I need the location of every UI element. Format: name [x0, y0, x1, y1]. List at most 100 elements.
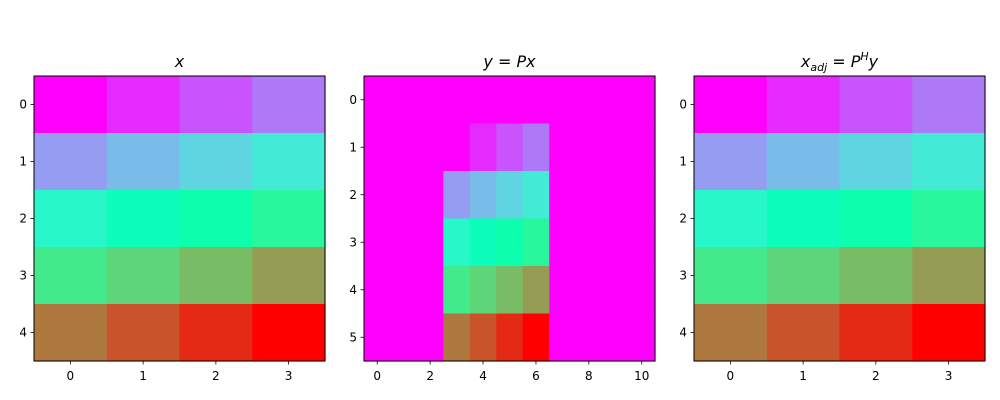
x-tick-label: 0: [373, 369, 381, 383]
heatmap-cell: [766, 190, 841, 248]
heatmap-cell: [106, 247, 181, 305]
heatmap-cell: [575, 76, 603, 125]
y-tick-label: 4: [679, 326, 687, 340]
x-tick-label: 3: [945, 369, 953, 383]
heatmap-cell: [252, 76, 326, 134]
x-tick-label: 1: [799, 369, 807, 383]
x-tick-label: 2: [426, 369, 434, 383]
heatmap-cell: [34, 304, 108, 362]
subplot-1: 0 1 2 3 0 1 2 3 4 x: [19, 52, 326, 383]
heatmap-cell: [34, 76, 108, 134]
heatmap-cell: [496, 313, 524, 362]
heatmap-cell: [364, 76, 392, 125]
heatmap-cell: [628, 76, 656, 125]
heatmap-cell: [416, 171, 444, 220]
y-tick-label: 4: [349, 283, 357, 297]
heatmap-cell: [496, 218, 524, 267]
x-tick-label: 4: [479, 369, 487, 383]
heatmap-cell: [34, 133, 108, 191]
heatmap-cell: [602, 266, 630, 315]
title-part: y: [482, 52, 493, 71]
title-part: x: [800, 52, 811, 71]
x-tick-label: 3: [285, 369, 293, 383]
chart-title: x: [174, 52, 185, 71]
heatmap-cell: [766, 133, 841, 191]
heatmap-cell: [469, 123, 497, 172]
heatmap-cell: [390, 313, 418, 362]
heatmap-cell: [522, 266, 550, 315]
title-part: H: [860, 50, 868, 63]
heatmap-cell: [912, 76, 986, 134]
heatmap-cell: [549, 76, 577, 125]
y-tick-label: 0: [349, 93, 357, 107]
heatmap-cell: [575, 266, 603, 315]
heatmap-cell: [602, 171, 630, 220]
y-tick-label: 0: [19, 98, 27, 112]
heatmap-cell: [549, 171, 577, 220]
heatmap-cell: [179, 133, 253, 191]
x-tick-label: 0: [727, 369, 735, 383]
heatmap-cell: [694, 247, 768, 305]
heatmap-cell: [390, 76, 418, 125]
x-tick-label: 8: [585, 369, 593, 383]
heatmap-cell: [839, 247, 913, 305]
subplot-3: 0 1 2 3 0 1 2 3 4 xadj = PHy: [679, 50, 986, 383]
heatmap-cell: [912, 190, 986, 248]
heatmap-cell: [549, 266, 577, 315]
heatmap-cell: [628, 218, 656, 267]
x-tick-label: 0: [67, 369, 75, 383]
heatmap-cell: [522, 171, 550, 220]
heatmap-cell: [839, 304, 913, 362]
heatmap-cell: [106, 190, 181, 248]
heatmap-cell: [575, 218, 603, 267]
heatmap-cell: [694, 190, 768, 248]
heatmap-cell: [766, 247, 841, 305]
heatmap-cell: [549, 313, 577, 362]
heatmap-cell: [839, 133, 913, 191]
heatmap-cell: [912, 304, 986, 362]
heatmap-cell: [443, 218, 471, 267]
x-tick-label: 2: [872, 369, 880, 383]
y-tick-label: 1: [679, 155, 687, 169]
heatmap-cell: [364, 171, 392, 220]
heatmap-cell: [522, 123, 550, 172]
heatmap-cell: [549, 123, 577, 172]
heatmap-cell: [443, 313, 471, 362]
heatmap-cell: [628, 171, 656, 220]
heatmap-cell: [628, 313, 656, 362]
title-part: Px: [516, 52, 536, 71]
title-part: adj: [810, 61, 828, 74]
heatmap-cell: [106, 76, 181, 134]
y-tick-label: 0: [679, 98, 687, 112]
y-tick-label: 1: [19, 155, 27, 169]
heatmap-cell: [602, 123, 630, 172]
heatmap-cell: [34, 190, 108, 248]
heatmap-cell: [416, 313, 444, 362]
y-tick-label: 2: [679, 212, 687, 226]
heatmap-cell: [496, 266, 524, 315]
heatmap-cell: [602, 313, 630, 362]
heatmap-cell: [912, 133, 986, 191]
heatmap-cell: [364, 218, 392, 267]
heatmap-cell: [364, 313, 392, 362]
heatmap-cell: [416, 266, 444, 315]
heatmap-cell: [628, 123, 656, 172]
heatmap-cell: [496, 123, 524, 172]
heatmap-cell: [34, 247, 108, 305]
heatmap-cell: [522, 76, 550, 125]
title-part: =: [493, 52, 517, 71]
title-part: x: [174, 52, 185, 71]
heatmap-cell: [469, 313, 497, 362]
heatmap-cell: [179, 247, 253, 305]
heatmap-cell: [575, 313, 603, 362]
heatmap-cell: [443, 123, 471, 172]
heatmap-cell: [575, 123, 603, 172]
y-tick-label: 5: [349, 330, 357, 344]
heatmap-cell: [839, 190, 913, 248]
heatmap-cell: [694, 76, 768, 134]
chart-title: y = Px: [482, 52, 536, 71]
heatmap-cell: [628, 266, 656, 315]
heatmap-cell: [179, 76, 253, 134]
heatmap-cell: [416, 76, 444, 125]
